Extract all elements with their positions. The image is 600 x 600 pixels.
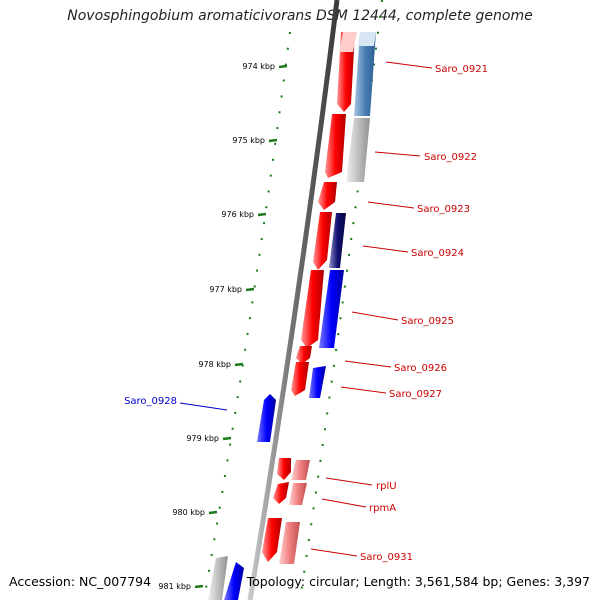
gene-label[interactable]: Saro_0923 bbox=[417, 204, 470, 215]
cds-box-saro-0925[interactable] bbox=[319, 270, 344, 348]
gene-label[interactable]: Saro_0924 bbox=[411, 248, 464, 259]
gene-label-leader bbox=[179, 402, 228, 411]
genome-backbone bbox=[247, 0, 340, 600]
ruler-tick-label: 979 kbp bbox=[186, 434, 219, 443]
ruler-tick-label: 978 kbp bbox=[198, 360, 231, 369]
cds-box-saro-0921[interactable] bbox=[354, 32, 376, 116]
gene-label[interactable]: rpmA bbox=[369, 503, 396, 514]
ruler-tick-mark bbox=[194, 584, 204, 589]
gene-arrow-saro-0927[interactable] bbox=[291, 362, 309, 396]
cds-box-saro-0924[interactable] bbox=[329, 213, 346, 268]
gene-label[interactable]: rplU bbox=[376, 481, 397, 492]
ruler-tick-mark bbox=[208, 510, 218, 515]
gene-label-leader bbox=[362, 245, 409, 253]
gene-glyph-bottom-gray[interactable] bbox=[208, 556, 228, 600]
ruler-tick-label: 976 kbp bbox=[221, 210, 254, 219]
gene-arrow-rplu[interactable] bbox=[277, 458, 291, 480]
gene-arrow-saro-0924[interactable] bbox=[313, 212, 332, 270]
ruler-tick-mark bbox=[278, 64, 288, 69]
gene-label-leader bbox=[344, 360, 392, 368]
gene-label[interactable]: Saro_0921 bbox=[435, 64, 488, 75]
gene-label-leader bbox=[351, 311, 399, 321]
ruler-tick-mark bbox=[245, 287, 255, 292]
gene-labels: Saro_0921 Saro_0922 Saro_0923 Saro_0924 Saro… bbox=[124, 61, 488, 563]
accession-label: Accession: NC_007794 bbox=[9, 574, 152, 589]
kbp-ruler: 974 kbp 975 kbp 976 kbp 977 kbp 978 kbp 979 k… bbox=[158, 62, 288, 591]
gene-arrow-saro-0923[interactable] bbox=[318, 182, 337, 210]
cds-box-saro-0931[interactable] bbox=[279, 522, 300, 564]
gene-arrow-saro-0921-tail[interactable] bbox=[339, 32, 357, 52]
genome-title: Novosphingobium aromaticivorans DSM 1244… bbox=[67, 8, 533, 24]
gene-arrow-saro-0931[interactable] bbox=[262, 518, 282, 562]
cds-box-saro-0927[interactable] bbox=[309, 366, 326, 398]
ruler-tick-mark bbox=[257, 212, 267, 217]
gene-arrow-saro-0926[interactable] bbox=[296, 346, 312, 364]
gene-label-leader bbox=[325, 477, 373, 486]
gene-label-leader bbox=[385, 61, 433, 69]
inner-dotted-ring bbox=[203, 31, 291, 600]
ruler-tick-label: 975 kbp bbox=[232, 136, 265, 145]
gene-glyph-bottom-blue[interactable] bbox=[224, 562, 244, 600]
gene-arrow-saro-0928[interactable] bbox=[257, 394, 276, 442]
gene-features bbox=[208, 32, 376, 600]
ruler-tick-mark bbox=[268, 138, 278, 143]
genome-summary: Topology: circular; Length: 3,561,584 bp… bbox=[246, 574, 590, 589]
ruler-tick-label: 981 kbp bbox=[158, 582, 191, 591]
ruler-tick-label: 977 kbp bbox=[209, 285, 242, 294]
ruler-tick-mark bbox=[234, 362, 244, 367]
gene-label[interactable]: Saro_0925 bbox=[401, 316, 454, 327]
gene-label-leader bbox=[340, 386, 387, 394]
gene-arrow-rpma[interactable] bbox=[273, 482, 289, 504]
gene-label-leader bbox=[310, 548, 358, 557]
cds-box-saro-0922[interactable] bbox=[346, 118, 370, 182]
gene-label[interactable]: Saro_0931 bbox=[360, 552, 413, 563]
gene-arrow-saro-0922[interactable] bbox=[325, 114, 346, 178]
gene-label[interactable]: Saro_0926 bbox=[394, 363, 447, 374]
gene-label[interactable]: Saro_0922 bbox=[424, 152, 477, 163]
ruler-tick-label: 974 kbp bbox=[242, 62, 275, 71]
cds-box-saro-0921-tail[interactable] bbox=[358, 32, 376, 46]
cds-box-rplu[interactable] bbox=[291, 460, 310, 480]
gene-label-leader bbox=[321, 498, 367, 508]
gene-label-leader bbox=[367, 201, 415, 209]
ruler-tick-mark bbox=[222, 436, 232, 441]
gene-arrow-saro-0925[interactable] bbox=[301, 270, 324, 348]
gene-label[interactable]: Saro_0927 bbox=[389, 389, 442, 400]
gene-label[interactable]: Saro_0928 bbox=[124, 396, 177, 407]
cds-box-rpma[interactable] bbox=[289, 483, 307, 505]
ruler-tick-label: 980 kbp bbox=[172, 508, 205, 517]
gene-label-leader bbox=[374, 151, 421, 157]
